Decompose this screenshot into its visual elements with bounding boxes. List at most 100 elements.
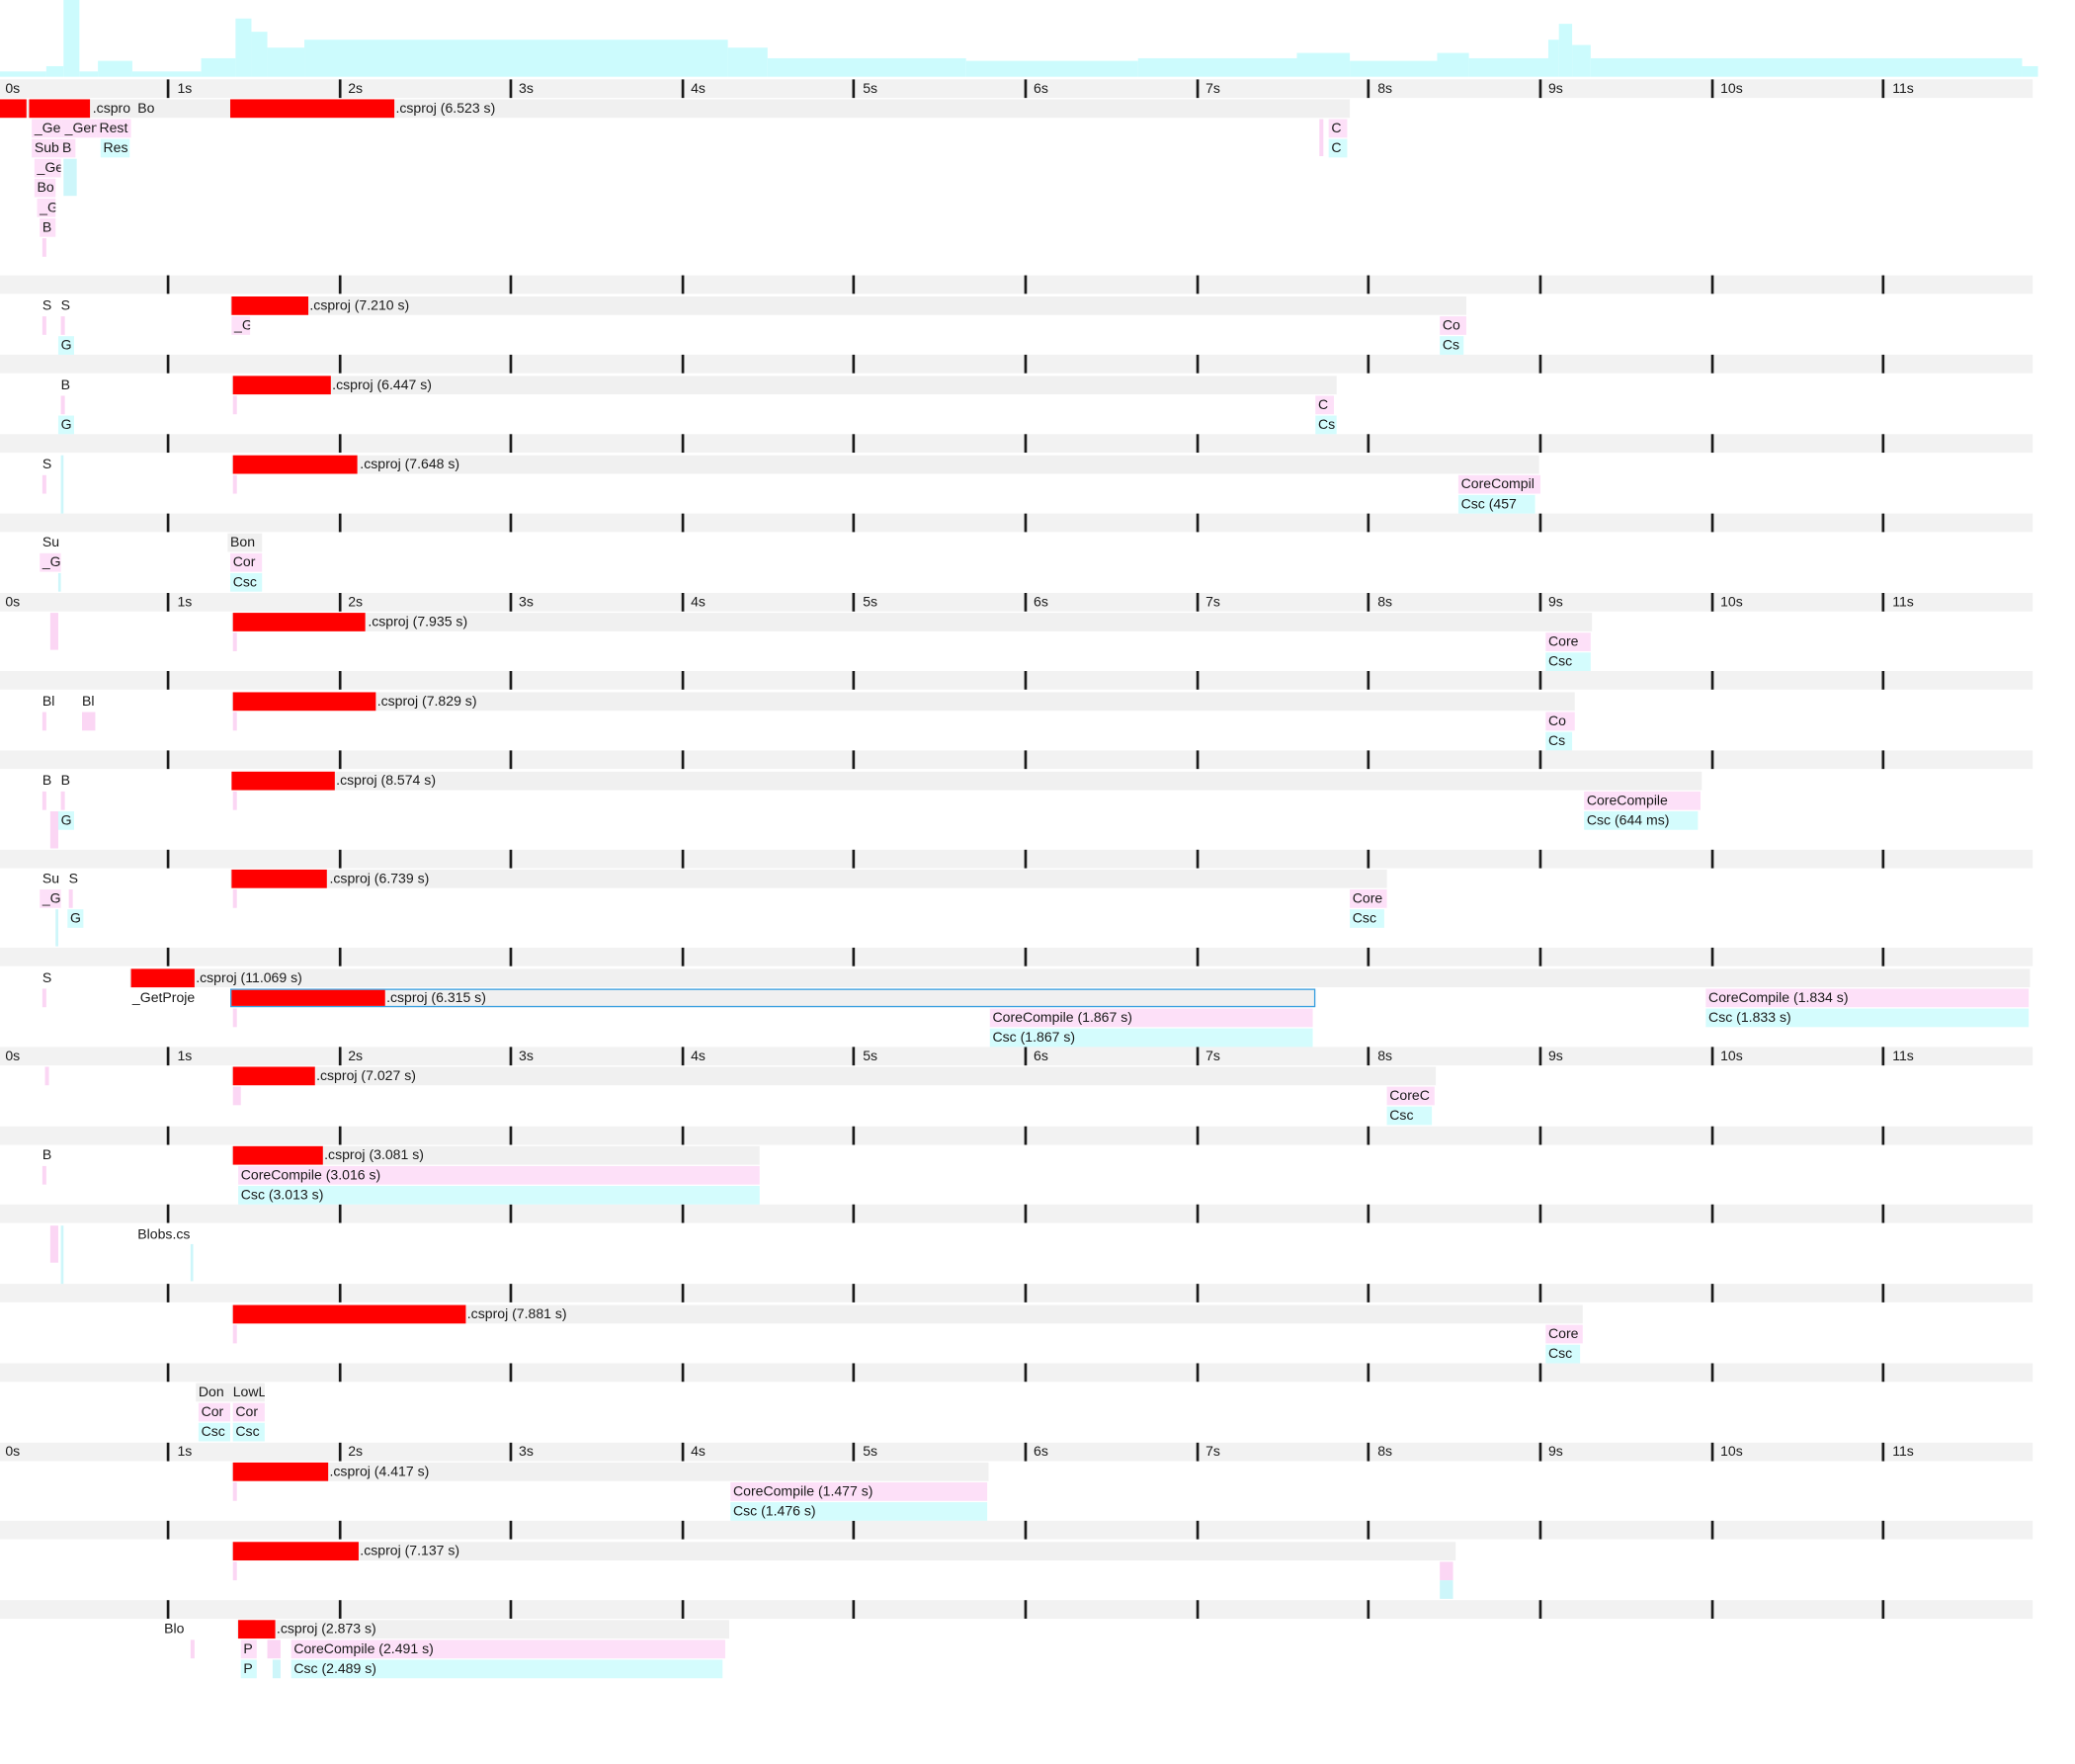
target-bar[interactable]: Bo — [34, 178, 56, 198]
project-label[interactable]: .csproj (7.137 s) — [360, 1543, 460, 1559]
project-bar[interactable] — [230, 296, 1466, 315]
target-label[interactable]: S — [42, 457, 52, 473]
task-bar[interactable]: Cs — [1440, 336, 1464, 355]
task-bar[interactable]: Csc — [1386, 1106, 1433, 1126]
target-bar[interactable]: CoreCompile (1.867 s) — [989, 1008, 1313, 1028]
target-bar[interactable]: Cor — [232, 1402, 265, 1422]
project-label[interactable]: .csproj (7.210 s) — [309, 297, 410, 314]
project-bar[interactable] — [231, 613, 1593, 631]
task-bar[interactable]: Csc — [1545, 652, 1591, 672]
target-label[interactable]: B — [42, 1147, 52, 1164]
target-bar[interactable]: Core — [1350, 889, 1387, 908]
target-bar[interactable]: B — [59, 138, 76, 158]
task-bar[interactable]: Csc (1.476 s) — [730, 1502, 988, 1521]
target-bar[interactable]: _Gen — [61, 119, 97, 138]
target-label[interactable]: S — [42, 297, 52, 314]
project-bar[interactable] — [231, 771, 1702, 791]
target-bar[interactable]: Core — [1545, 632, 1591, 651]
task-bar[interactable]: Cs — [1315, 415, 1337, 435]
target-bar[interactable]: CoreCompil — [1457, 474, 1540, 494]
project-label[interactable]: .csproj (7.648 s) — [360, 457, 460, 473]
task-bar[interactable]: Csc (1.867 s) — [989, 1028, 1313, 1048]
target-bar[interactable]: _G — [231, 316, 251, 335]
task-bar[interactable]: Csc — [1545, 1344, 1581, 1364]
target-bar[interactable]: _G — [40, 889, 61, 908]
target-label[interactable]: B — [60, 773, 71, 790]
target-bar[interactable]: CoreCompile (1.834 s) — [1705, 988, 2030, 1008]
project-label[interactable]: .csproj (4.417 s) — [329, 1464, 430, 1480]
project-bar[interactable] — [231, 376, 1337, 395]
target-bar[interactable]: Cor — [198, 1402, 231, 1422]
project-bar[interactable] — [231, 1145, 760, 1165]
project-label[interactable]: .csproj (7.935 s) — [368, 614, 468, 630]
task-bar[interactable]: Csc (457 — [1457, 494, 1536, 514]
task-bar[interactable]: Csc (1.833 s) — [1705, 1008, 2030, 1028]
target-bar[interactable]: CoreCompile (1.477 s) — [730, 1482, 988, 1501]
target-bar[interactable]: Sub — [32, 138, 62, 158]
project-bar[interactable]: Bon — [227, 533, 263, 552]
project-label[interactable]: .csproj (6.315 s) — [386, 989, 486, 1006]
project-bar[interactable] — [236, 1620, 729, 1639]
target-bar[interactable]: _Ge — [34, 158, 61, 178]
task-bar[interactable]: Csc — [198, 1422, 231, 1442]
target-bar[interactable]: Co — [1545, 712, 1575, 731]
project-bar[interactable] — [231, 1304, 1583, 1324]
target-label[interactable]: Blobs.cs — [137, 1226, 191, 1243]
target-bar[interactable]: CoreCompile (3.016 s) — [238, 1165, 760, 1185]
project-bar[interactable] — [231, 692, 1575, 712]
target-label[interactable]: Blo — [164, 1621, 185, 1638]
task-bar[interactable]: P — [240, 1659, 257, 1679]
task-bar[interactable]: Csc — [230, 572, 263, 592]
target-label[interactable]: Su — [42, 535, 60, 551]
project-label[interactable]: .csproj (3.081 s) — [324, 1147, 424, 1164]
target-bar[interactable]: CoreCompile (2.491 s) — [290, 1639, 725, 1659]
project-bar[interactable]: LowL — [230, 1383, 265, 1402]
project-bar[interactable] — [0, 99, 1351, 119]
task-bar[interactable]: Csc (3.013 s) — [238, 1186, 760, 1205]
target-bar[interactable]: Co — [1440, 316, 1466, 335]
project-label[interactable]: .csproj (11.069 s) — [196, 969, 302, 986]
target-label[interactable]: S — [60, 297, 71, 314]
task-bar[interactable]: G — [57, 415, 75, 435]
selected-project-bar[interactable] — [230, 988, 1316, 1008]
target-label[interactable]: B — [42, 773, 52, 790]
project-bar[interactable] — [231, 1542, 1456, 1561]
task-bar[interactable]: Cs — [1545, 731, 1573, 751]
target-bar[interactable]: _G — [40, 552, 61, 572]
target-bar[interactable]: Core — [1545, 1324, 1583, 1344]
project-label[interactable]: .cspro — [92, 100, 131, 117]
task-bar[interactable]: Csc — [1350, 909, 1384, 928]
target-bar[interactable]: CoreC — [1386, 1086, 1435, 1106]
target-bar[interactable]: C — [1328, 119, 1348, 138]
target-bar[interactable]: _Ge — [32, 119, 62, 138]
project-bar[interactable]: Don — [196, 1383, 231, 1402]
project-bar[interactable] — [231, 1462, 989, 1481]
target-bar[interactable]: P — [240, 1639, 257, 1659]
target-label[interactable]: Bo — [137, 100, 155, 117]
project-label[interactable]: .csproj (7.027 s) — [316, 1067, 416, 1084]
target-bar[interactable]: Rest — [96, 119, 131, 138]
target-label[interactable]: Bl — [82, 693, 95, 710]
target-label[interactable]: _GetProje — [131, 989, 196, 1006]
task-bar[interactable]: Csc (2.489 s) — [290, 1659, 723, 1679]
task-bar[interactable]: Csc — [232, 1422, 265, 1442]
task-bar[interactable]: Res — [100, 138, 130, 158]
target-label[interactable]: Su — [42, 871, 60, 887]
project-label[interactable]: .csproj (6.523 s) — [395, 100, 496, 117]
target-label[interactable]: B — [60, 377, 71, 393]
task-bar[interactable]: Csc (644 ms) — [1584, 810, 1699, 830]
project-label[interactable]: .csproj (6.447 s) — [332, 377, 432, 393]
project-label[interactable]: .csproj (6.739 s) — [329, 871, 430, 887]
target-label[interactable]: S — [42, 969, 52, 986]
target-bar[interactable]: _G — [37, 198, 56, 217]
task-bar[interactable]: G — [57, 810, 75, 830]
project-label[interactable]: .csproj (2.873 s) — [276, 1621, 376, 1638]
target-bar[interactable]: Cor — [230, 552, 263, 572]
project-label[interactable]: .csproj (7.829 s) — [376, 693, 477, 710]
target-label[interactable]: Bl — [42, 693, 55, 710]
project-bar[interactable] — [231, 1066, 1437, 1086]
target-bar[interactable]: B — [40, 217, 56, 237]
project-bar[interactable] — [230, 869, 1387, 888]
project-label[interactable]: .csproj (8.574 s) — [336, 773, 437, 790]
task-bar[interactable]: G — [67, 909, 84, 928]
